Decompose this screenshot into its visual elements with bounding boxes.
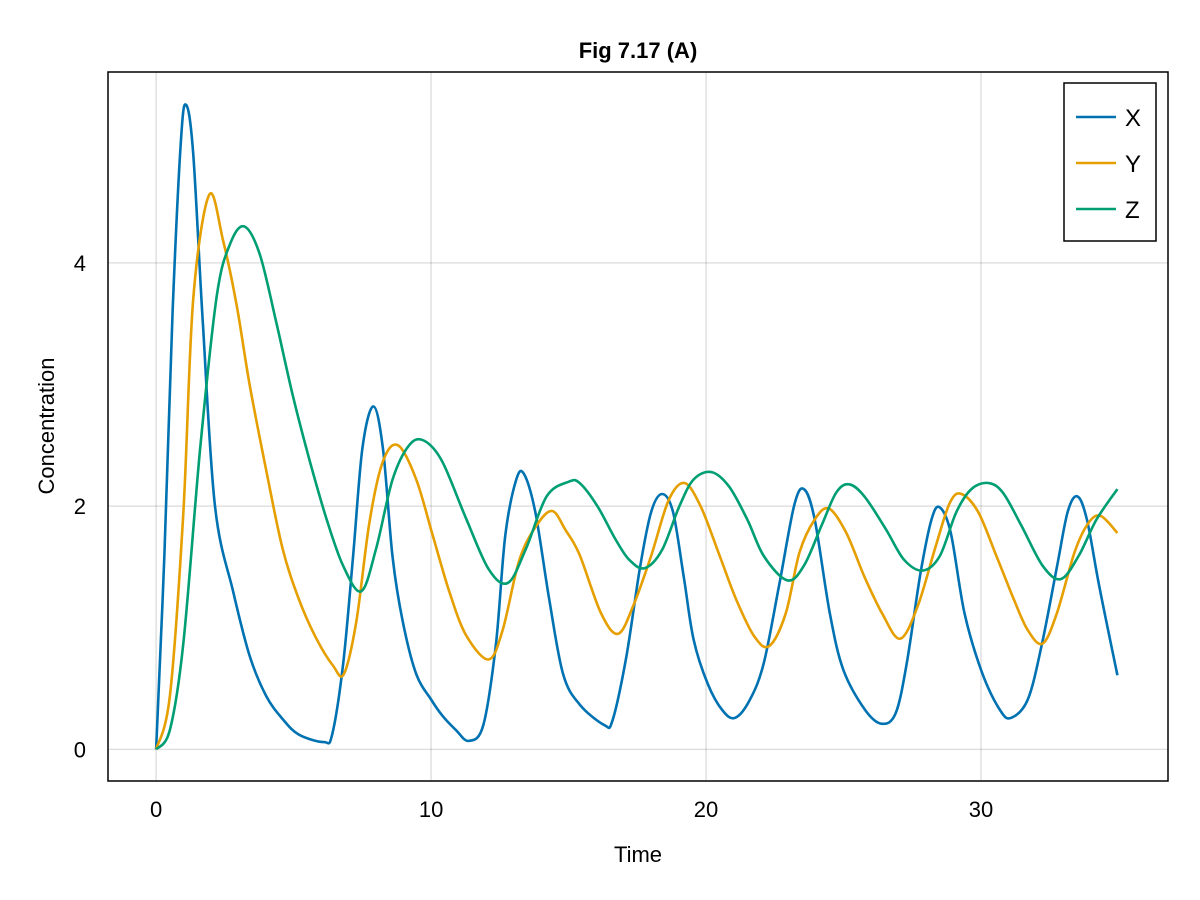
y-tick-label: 0 — [74, 737, 86, 762]
x-axis-label: Time — [614, 842, 662, 867]
legend-label-z: Z — [1125, 197, 1140, 224]
x-tick-label: 10 — [419, 797, 443, 822]
x-tick-label: 30 — [969, 797, 993, 822]
y-axis-label: Concentration — [34, 358, 59, 495]
series-lines — [154, 103, 1119, 751]
legend-label-x: X — [1125, 105, 1141, 132]
series-line-y — [154, 191, 1119, 750]
y-tick-label: 4 — [74, 251, 86, 276]
x-tick-label: 20 — [694, 797, 718, 822]
series-line-z — [155, 224, 1119, 751]
legend-label-y: Y — [1125, 151, 1141, 178]
chart-title: Fig 7.17 (A) — [579, 38, 698, 63]
y-tick-label: 2 — [74, 494, 86, 519]
plot-frame — [107, 71, 1169, 782]
legend: XYZ — [1063, 82, 1157, 242]
x-tick-label: 0 — [150, 797, 162, 822]
tick-labels: 0 10 20 30 0 2 4 — [74, 251, 994, 822]
grid — [108, 72, 1168, 781]
series-line-x — [154, 103, 1119, 750]
